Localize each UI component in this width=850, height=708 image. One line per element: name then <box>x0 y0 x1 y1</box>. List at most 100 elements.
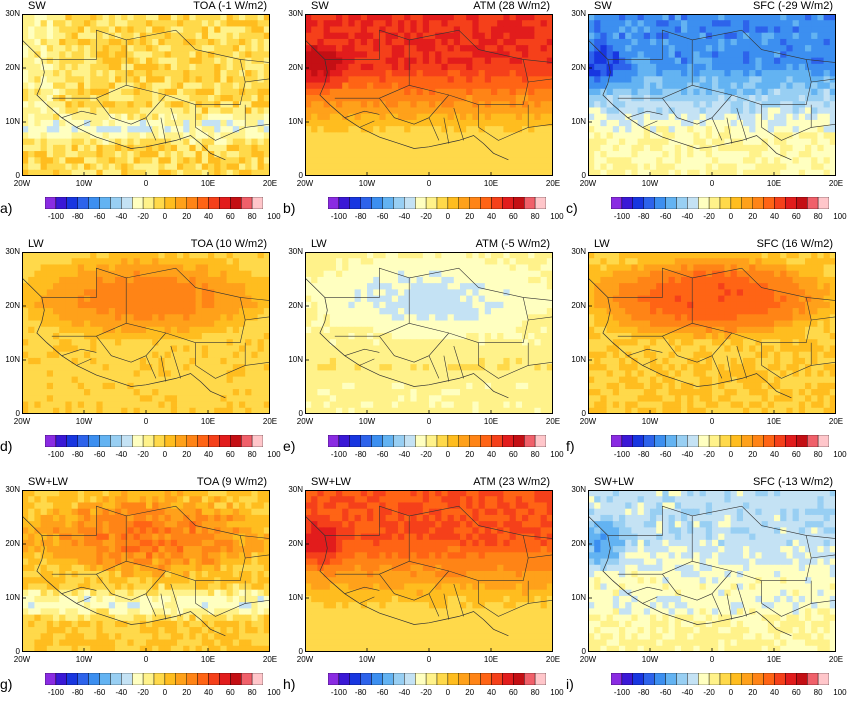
field-cell <box>258 39 265 46</box>
field-cell <box>330 271 337 278</box>
colorbar-swatch <box>78 435 89 447</box>
colorbar-tick-label: -60 <box>655 212 677 221</box>
field-cell <box>245 264 252 271</box>
field-cell <box>650 58 657 65</box>
field-cell <box>386 289 393 296</box>
field-cell <box>510 283 517 290</box>
field-cell <box>109 252 116 259</box>
field-cell <box>441 296 448 303</box>
field-cell <box>786 89 793 96</box>
field-cell <box>103 33 110 40</box>
field-cell <box>115 45 122 52</box>
field-cell <box>607 164 614 171</box>
field-cell <box>594 157 601 164</box>
field-cell <box>361 51 368 58</box>
field-cell <box>158 20 165 27</box>
field-cell <box>528 145 535 152</box>
field-cell <box>410 314 417 321</box>
field-cell <box>503 107 510 114</box>
field-cell <box>28 14 35 21</box>
colorbar-swatch <box>230 435 241 447</box>
field-cell <box>34 83 41 90</box>
field-cell <box>311 308 318 315</box>
field-cell <box>712 58 719 65</box>
field-cell <box>245 377 252 384</box>
field-cell <box>460 283 467 290</box>
field-cell <box>398 107 405 114</box>
field-cell <box>208 14 215 21</box>
field-cell <box>140 402 147 409</box>
colorbar-tick-label: -40 <box>393 212 415 221</box>
field-cell <box>28 89 35 96</box>
field-cell <box>510 70 517 77</box>
colorbar-swatch <box>698 197 709 209</box>
field-cell <box>47 314 54 321</box>
field-cell <box>675 107 682 114</box>
field-cell <box>762 151 769 158</box>
field-cell <box>233 132 240 139</box>
field-cell <box>404 296 411 303</box>
field-cell <box>472 33 479 40</box>
field-cell <box>202 64 209 71</box>
field-cell <box>245 296 252 303</box>
field-cell <box>588 151 595 158</box>
field-cell <box>220 345 227 352</box>
field-cell <box>472 26 479 33</box>
field-cell <box>239 271 246 278</box>
field-cell <box>152 14 159 21</box>
field-cell <box>749 51 756 58</box>
field-cell <box>541 70 548 77</box>
field-cell <box>78 45 85 52</box>
field-cell <box>121 164 128 171</box>
field-cell <box>109 64 116 71</box>
field-cell <box>805 139 812 146</box>
field-cell <box>379 58 386 65</box>
field-cell <box>134 402 141 409</box>
field-cell <box>693 95 700 102</box>
colorbar-swatch <box>241 197 252 209</box>
field-cell <box>460 20 467 27</box>
field-cell <box>152 83 159 90</box>
field-cell <box>84 271 91 278</box>
field-cell <box>171 51 178 58</box>
field-cell <box>127 252 134 259</box>
field-cell <box>336 132 343 139</box>
field-cell <box>619 139 626 146</box>
field-cell <box>165 383 172 390</box>
field-cell <box>799 33 806 40</box>
field-cell <box>233 333 240 340</box>
field-cell <box>454 258 461 265</box>
field-cell <box>127 296 134 303</box>
field-cell <box>712 151 719 158</box>
field-cell <box>423 308 430 315</box>
field-cell <box>65 164 72 171</box>
field-cell <box>158 402 165 409</box>
field-cell <box>731 64 738 71</box>
field-cell <box>613 164 620 171</box>
field-cell <box>28 308 35 315</box>
field-cell <box>398 132 405 139</box>
field-cell <box>466 327 473 334</box>
field-cell <box>208 26 215 33</box>
field-cell <box>485 264 492 271</box>
field-cell <box>330 258 337 265</box>
field-cell <box>189 302 196 309</box>
field-cell <box>479 252 486 259</box>
field-cell <box>158 145 165 152</box>
colorbar-swatch <box>165 197 176 209</box>
latitude-tick-label: 20N <box>566 64 586 72</box>
longitude-tick-label: 10W <box>72 180 96 188</box>
field-cell <box>805 120 812 127</box>
field-cell <box>355 39 362 46</box>
field-cell <box>348 58 355 65</box>
field-cell <box>127 14 134 21</box>
field-cell <box>134 277 141 284</box>
field-cell <box>47 264 54 271</box>
field-cell <box>503 283 510 290</box>
field-cell <box>780 83 787 90</box>
panel-flux-type: LW <box>28 238 44 250</box>
field-cell <box>528 258 535 265</box>
colorbar-swatch <box>448 197 459 209</box>
field-cell <box>348 321 355 328</box>
